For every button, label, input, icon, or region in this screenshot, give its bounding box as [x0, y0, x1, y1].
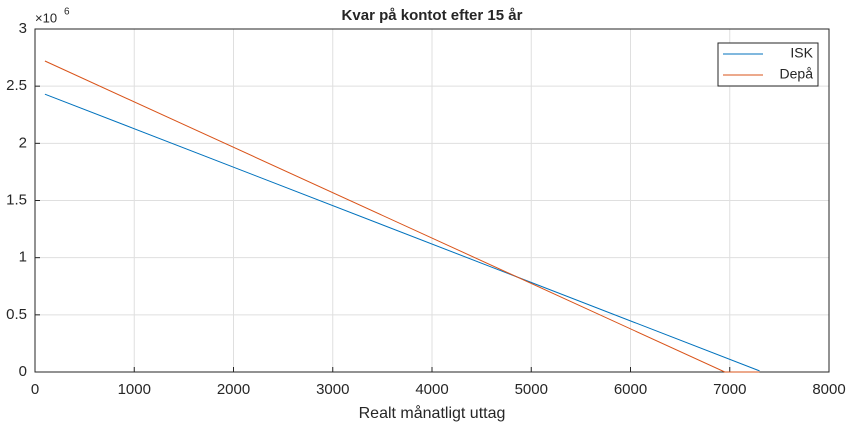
x-tick-label: 1000: [118, 381, 151, 398]
x-tick-label: 3000: [316, 381, 349, 398]
x-tick-label: 2000: [217, 381, 250, 398]
y-tick-label: 1.5: [6, 191, 27, 208]
y-tick-label: 0: [19, 363, 27, 380]
y-multiplier: ×10: [35, 10, 57, 25]
x-tick-label: 8000: [812, 381, 845, 398]
legend-label: Depå: [780, 66, 814, 82]
axes-box: [34, 28, 830, 373]
legend-box: [717, 42, 819, 87]
x-tick-label: 6000: [614, 381, 647, 398]
x-tick-label: 4000: [415, 381, 448, 398]
y-tick-label: 3: [19, 20, 27, 37]
x-tick-label: 7000: [713, 381, 746, 398]
y-tick-label: 2: [19, 134, 27, 151]
y-tick-label: 0.5: [6, 306, 27, 323]
y-multiplier-exponent: 6: [64, 7, 70, 18]
data-line: [44, 60, 760, 373]
chart-title: Kvar på kontot efter 15 år: [342, 7, 523, 24]
legend-label: ISK: [790, 45, 813, 61]
data-line: [44, 93, 760, 372]
x-tick-label: 0: [31, 381, 39, 398]
y-tick-label: 2.5: [6, 77, 27, 94]
x-tick-label: 5000: [515, 381, 548, 398]
x-axis-label: Realt månatligt uttag: [359, 404, 506, 422]
y-tick-label: 1: [19, 249, 27, 266]
